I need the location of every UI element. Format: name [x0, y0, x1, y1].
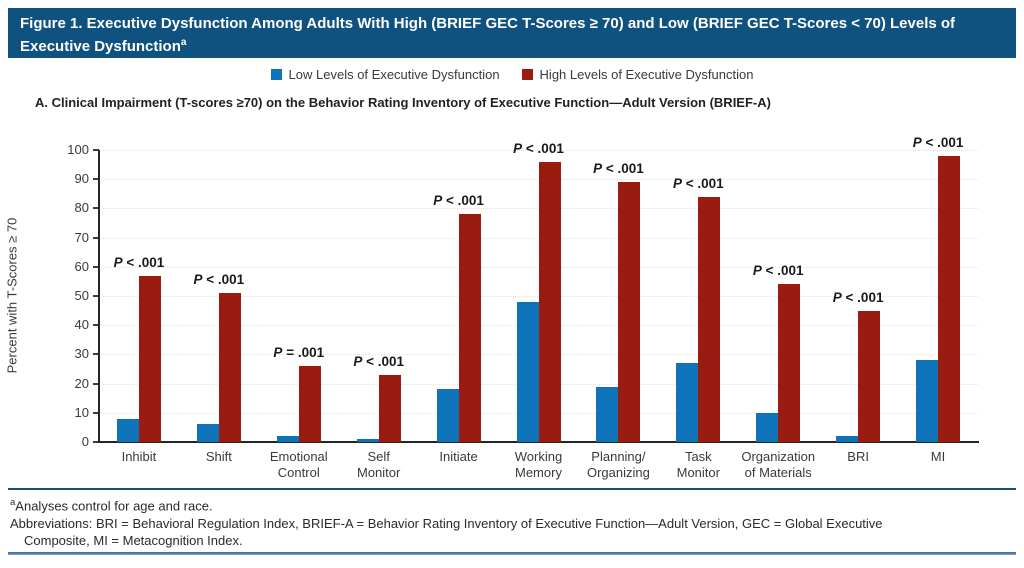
x-category-label-shift: Shift [205, 449, 232, 464]
footnote-marker: a [10, 497, 16, 508]
footnote-line-1: aAnalyses control for age and race. [10, 494, 1010, 515]
x-category-label-self-monitor: Self Monitor [356, 449, 401, 480]
y-tick-label-70: 70 [74, 229, 89, 245]
x-category-label-bri: BRI [847, 449, 869, 464]
y-tick-label-20: 20 [74, 375, 89, 391]
bar-high-working-memory [538, 161, 561, 442]
y-tick-mark-0 [93, 441, 99, 443]
y-tick-mark-60 [93, 265, 99, 268]
bar-high-self-monitor [378, 374, 401, 442]
bar-low-task-monitor [676, 363, 699, 442]
bar-low-bri [836, 436, 859, 442]
p-value-planning-organizing: P < .001 [593, 161, 644, 177]
y-tick-mark-40 [93, 324, 99, 327]
y-tick-label-30: 30 [74, 346, 89, 362]
y-tick-label-40: 40 [74, 317, 89, 333]
y-axis-title: Percent with T-Scores ≥ 70 [4, 217, 20, 374]
bar-low-organization-of-materials [756, 412, 779, 442]
bar-low-working-memory [516, 301, 539, 442]
figure-title-superscript: a [180, 37, 187, 48]
bar-low-emotional-control [276, 436, 299, 442]
figure-footnote: aAnalyses control for age and race. Abbr… [10, 494, 1010, 550]
bar-low-initiate [436, 389, 459, 442]
legend-swatch-low-icon [270, 68, 282, 80]
bar-chart: Percent with T-Scores ≥ 70 0 10 20 30 40 50 60… [4, 134, 979, 480]
p-value-task-monitor: P < .001 [672, 175, 724, 191]
y-tick-mark-20 [93, 382, 99, 385]
y-tick-label-50: 50 [74, 288, 89, 303]
y-tick-mark-50 [93, 295, 99, 297]
y-tick-mark-70 [93, 236, 99, 239]
bar-high-shift [218, 293, 241, 442]
panel-a-title: A. Clinical Impairment (T-scores ≥70) on… [35, 95, 771, 110]
bar-low-inhibit [116, 418, 139, 442]
footnote-text-1: Analyses control for age and race. [15, 498, 213, 514]
x-category-label-mi: MI [930, 449, 946, 464]
legend-item-high: High Levels of Executive Dysfunction [521, 66, 754, 82]
x-category-label-initiate: Initiate [439, 449, 478, 464]
bar-high-inhibit [138, 275, 161, 442]
p-value-shift: P < .001 [193, 272, 245, 288]
legend-label-low: Low Levels of Executive Dysfunction [288, 66, 500, 82]
bar-low-mi [916, 360, 939, 442]
legend-swatch-high-icon [521, 68, 533, 80]
y-tick-mark-80 [93, 207, 99, 210]
p-value-working-memory: P < .001 [513, 140, 564, 156]
x-category-label-organization-of-materials: Organization of Materials [741, 449, 816, 480]
y-tick-mark-30 [93, 353, 99, 356]
x-category-label-emotional-control: Emotional Control [269, 449, 328, 480]
p-value-bri: P < .001 [832, 289, 884, 305]
y-tick-mark-90 [93, 178, 99, 181]
bar-high-mi [938, 155, 961, 442]
x-category-label-inhibit: Inhibit [121, 449, 157, 464]
bar-high-planning-organizing [618, 182, 641, 442]
y-tick-label-10: 10 [74, 404, 89, 420]
x-category-label-task-monitor: Task Monitor [676, 449, 720, 480]
bottom-border-rule [8, 552, 1016, 555]
y-tick-label-60: 60 [74, 258, 89, 274]
bar-high-task-monitor [698, 196, 721, 442]
p-value-mi: P < .001 [912, 134, 964, 150]
footnote-line-2: Abbreviations: BRI = Behavioral Regulati… [10, 515, 883, 531]
bar-low-planning-organizing [596, 386, 619, 442]
chart-legend: Low Levels of Executive Dysfunction High… [0, 64, 1024, 84]
legend-label-high: High Levels of Executive Dysfunction [539, 66, 754, 82]
legend-item-low: Low Levels of Executive Dysfunction [270, 66, 500, 82]
y-axis-line [98, 150, 100, 442]
p-value-inhibit: P < .001 [113, 254, 165, 270]
bar-high-bri [858, 310, 881, 442]
p-value-organization-of-materials: P < .001 [752, 263, 804, 279]
y-tick-label-100: 100 [67, 142, 89, 157]
x-category-label-working-memory: Working Memory [514, 449, 563, 480]
y-tick-mark-10 [93, 411, 99, 414]
x-category-label-planning-organizing: Planning/ Organizing [586, 449, 650, 480]
figure-title: Figure 1. Executive Dysfunction Among Ad… [20, 15, 956, 55]
bar-high-organization-of-materials [778, 284, 801, 442]
y-tick-label-80: 80 [74, 200, 89, 216]
bar-high-initiate [458, 214, 481, 442]
footnote-line-3: Composite, MI = Metacognition Index. [24, 533, 243, 549]
y-tick-mark-100 [93, 149, 99, 151]
bar-high-emotional-control [298, 366, 321, 442]
p-value-self-monitor: P < .001 [353, 353, 405, 369]
gridline-100 [99, 150, 978, 151]
y-tick-label-0: 0 [81, 434, 89, 449]
bar-low-self-monitor [356, 439, 379, 442]
x-axis-line [98, 441, 979, 443]
p-value-emotional-control: P = .001 [273, 345, 325, 361]
bar-low-shift [196, 424, 219, 442]
y-tick-label-90: 90 [74, 171, 89, 187]
figure-title-bar: Figure 1. Executive Dysfunction Among Ad… [8, 8, 1016, 58]
footnote-separator [8, 488, 1016, 490]
p-value-initiate: P < .001 [433, 193, 484, 209]
